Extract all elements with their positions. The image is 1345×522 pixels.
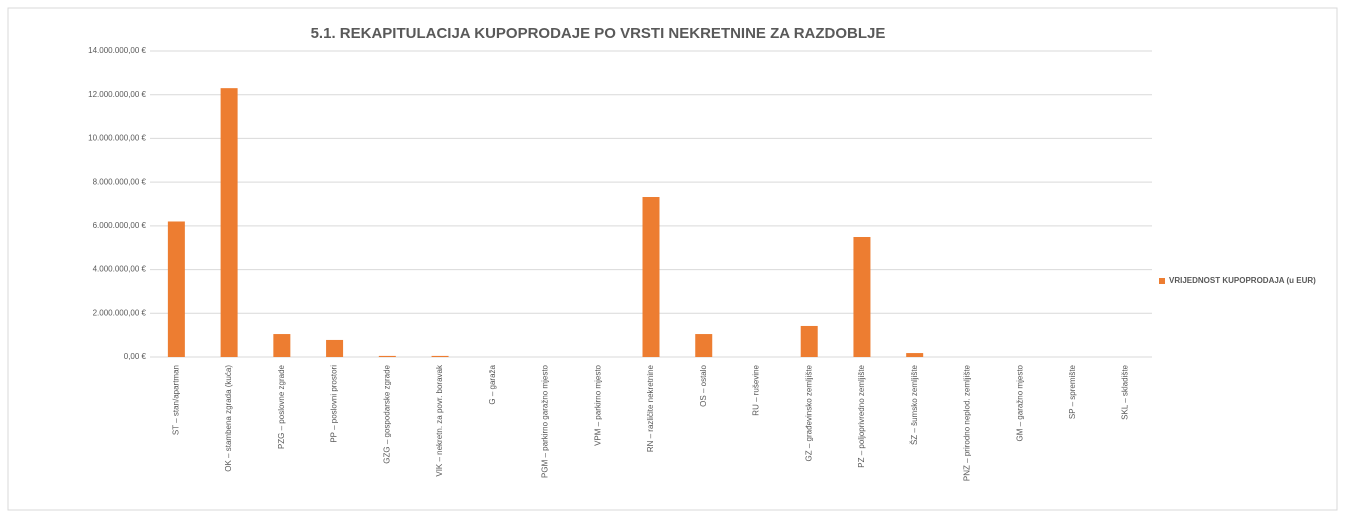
bar [906, 353, 924, 357]
legend-swatch [1159, 278, 1165, 284]
y-tick-label: 6.000.000,00 € [93, 221, 147, 230]
x-tick-label: PNZ – prirodno neplod. zemljište [963, 364, 972, 481]
y-tick-label: 4.000.000,00 € [93, 265, 147, 274]
y-tick-label: 8.000.000,00 € [93, 177, 147, 186]
y-tick-label: 2.000.000,00 € [93, 308, 147, 317]
x-tick-label: GM – garažno mjesto [1015, 364, 1024, 441]
x-tick-label: ŠZ – šumsko zemljište [910, 364, 919, 445]
bar [220, 88, 238, 358]
x-tick-label: PGM – parkirno garažno mjesto [541, 364, 550, 477]
x-tick-label: ST – stan/apartman [171, 365, 180, 435]
bar [378, 355, 396, 357]
y-tick-label: 14.000.000,00 € [88, 46, 146, 55]
bar [273, 334, 291, 357]
x-tick-label: PZ – poljoprivredno zemljište [857, 364, 866, 467]
legend-label: VRIJEDNOST KUPOPRODAJA (u EUR) [1169, 276, 1316, 285]
x-tick-label: RN – različite nekretnine [646, 364, 655, 452]
x-tick-label: GZG – gospodarske zgrade [382, 364, 391, 463]
bar [326, 339, 344, 357]
x-tick-label: VPM – parkirno mjesto [593, 364, 602, 445]
y-tick-label: 10.000.000,00 € [88, 134, 146, 143]
y-tick-label: 12.000.000,00 € [88, 90, 146, 99]
x-tick-label: PP – poslovni prostori [330, 365, 339, 443]
x-tick-label: RU – ruševine [752, 364, 761, 415]
x-tick-label: PZG – poslovne zgrade [277, 364, 286, 449]
chart-frame [7, 7, 1338, 511]
bar [853, 237, 871, 357]
x-tick-label: VIK – nekretn. za povr. boravak [435, 364, 444, 477]
bar [642, 197, 660, 357]
y-tick-label: 0,00 € [124, 352, 147, 361]
x-tick-label: OS – ostalo [699, 364, 708, 406]
x-tick-label: SKL – skladište [1121, 364, 1130, 419]
x-tick-label: OK – stambena zgrada (kuća) [224, 365, 233, 472]
bar [431, 355, 449, 357]
chart-title: 5.1. REKAPITULACIJA KUPOPRODAJE PO VRSTI… [311, 25, 886, 42]
x-tick-label: GZ – građevinsko zemljište [804, 364, 813, 461]
x-tick-label: G – garaža [488, 364, 497, 404]
bar [167, 221, 185, 357]
bar [800, 325, 818, 357]
bar [695, 334, 713, 357]
x-tick-label: SP – spremište [1068, 364, 1077, 419]
